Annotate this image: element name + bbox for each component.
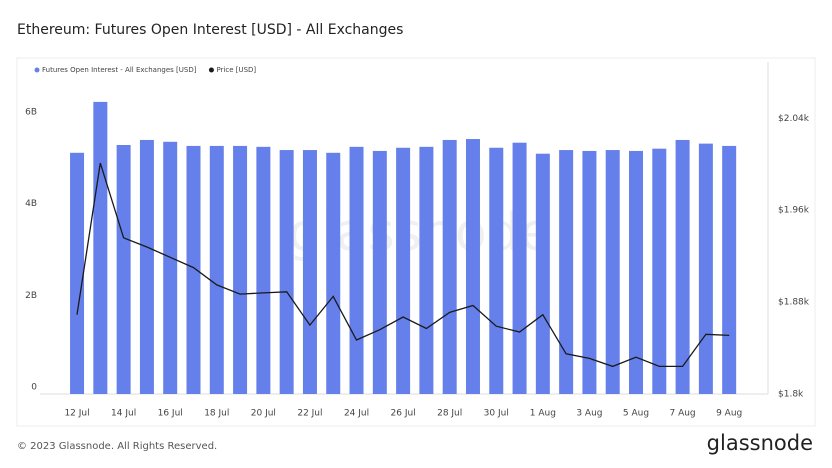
y-tick-label: 6B [25,107,37,117]
x-tick-label: 30 Jul [484,409,509,419]
bar [302,150,317,394]
bar [233,145,248,394]
price-line [76,162,730,368]
bar [489,147,504,394]
x-tick-label: 28 Jul [437,409,462,419]
bar [186,145,201,394]
bar [279,150,294,394]
y2-tick-label: $1.88k [778,298,810,308]
x-tick-label: 5 Aug [623,409,649,419]
x-tick-label: 9 Aug [716,409,742,419]
x-tick-label: 3 Aug [576,409,602,419]
bar [512,142,527,394]
bar [326,152,341,394]
bar [722,145,737,394]
x-tick-label: 12 Jul [64,409,89,419]
x-tick-label: 26 Jul [391,409,416,419]
bar [535,153,550,394]
y2-tick-label: $1.96k [778,206,810,216]
legend-swatch [208,67,214,73]
bar [442,139,457,394]
x-tick-label: 18 Jul [204,409,229,419]
bar [698,143,713,394]
bar [139,139,154,394]
bar [70,152,85,394]
legend-label: Futures Open Interest - All Exchanges [U… [42,66,197,74]
bar [582,150,597,394]
footer: © 2023 Glassnode. All Rights Reserved. [17,441,217,452]
x-tick-label: 16 Jul [158,409,183,419]
bar [396,147,411,394]
logo: glassnode [707,431,813,455]
bar [629,150,644,394]
bar [465,139,480,394]
y-tick-label: 4B [25,199,37,209]
x-tick-label: 22 Jul [297,409,322,419]
y2-tick-label: $2.04k [778,114,810,124]
bar [349,146,364,394]
bar [209,145,224,394]
bar [605,150,620,394]
bar [419,146,434,394]
bar [652,148,667,394]
bar [372,150,387,394]
bar [116,145,131,394]
bar [93,101,108,395]
y2-tick-label: $1.8k [778,390,804,400]
x-tick-label: 7 Aug [669,409,695,419]
y-tick-label: 0 [31,383,37,393]
bar [675,139,690,394]
chart-title: Ethereum: Futures Open Interest [USD] - … [17,22,403,38]
x-tick-label: 24 Jul [344,409,369,419]
bar [163,141,178,394]
legend-swatch [34,67,40,73]
x-tick-label: 14 Jul [111,409,136,419]
x-tick-label: 20 Jul [251,409,276,419]
legend-label: Price [USD] [216,66,256,74]
x-tick-label: 1 Aug [530,409,556,419]
y-tick-label: 2B [25,291,37,301]
bar [256,146,271,394]
bar [559,150,574,394]
